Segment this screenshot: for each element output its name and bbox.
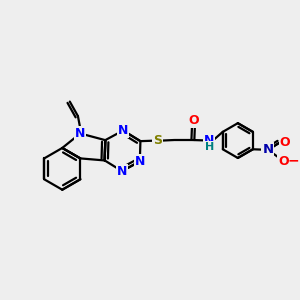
Text: −: − <box>287 154 299 168</box>
Text: O: O <box>280 136 290 149</box>
Text: N: N <box>135 155 145 168</box>
Text: N: N <box>118 124 128 137</box>
Text: N: N <box>75 127 86 140</box>
Text: S: S <box>153 134 162 147</box>
Text: H: H <box>206 142 214 152</box>
Text: N: N <box>204 134 214 147</box>
Text: N: N <box>117 165 127 178</box>
Text: N: N <box>262 143 274 156</box>
Text: O: O <box>188 114 199 127</box>
Text: O: O <box>278 155 289 168</box>
